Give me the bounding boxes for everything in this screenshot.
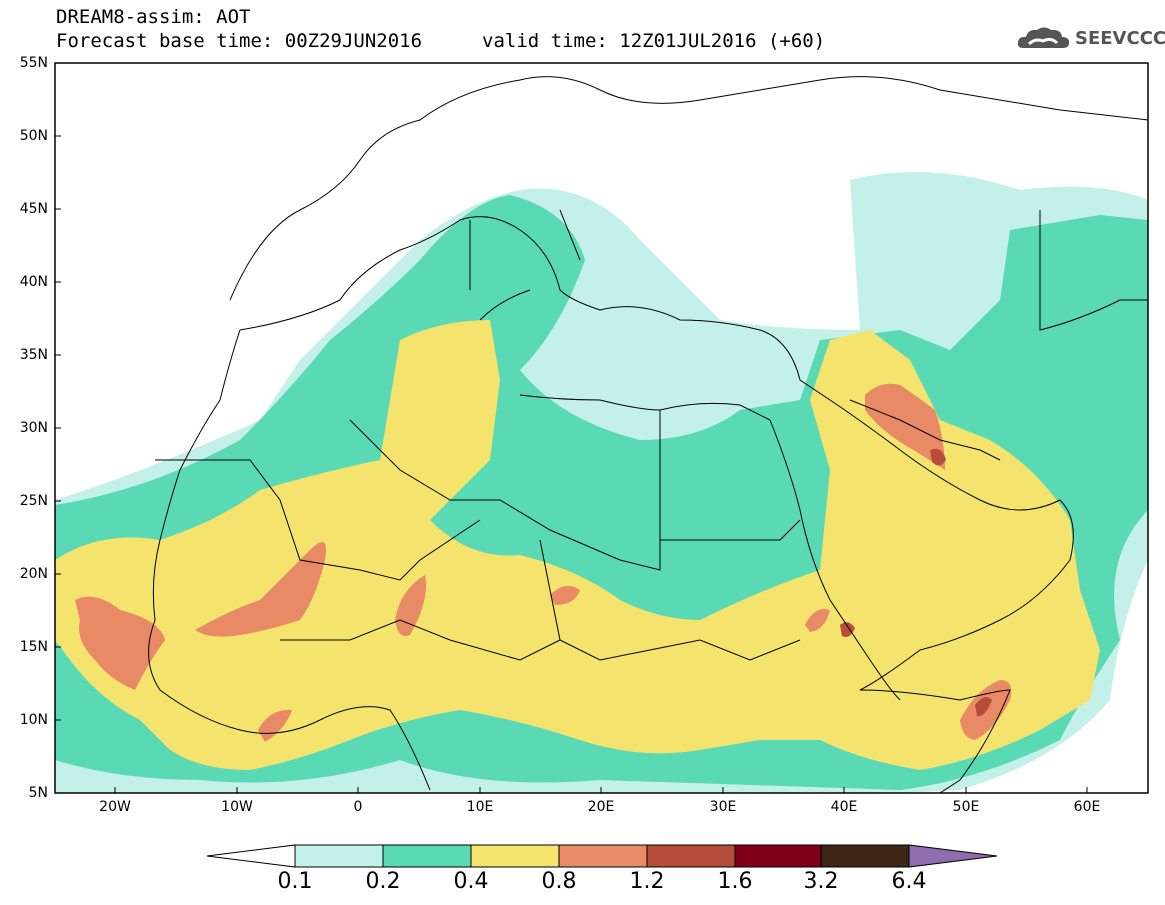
lon-label: 10W (221, 799, 253, 815)
map-title: DREAM8-assim: AOT (56, 6, 251, 28)
colorbar-segment (558, 844, 648, 868)
lat-label: 15N (19, 639, 48, 655)
lat-label: 30N (19, 420, 48, 436)
lon-label: 10E (466, 799, 494, 815)
legend-label: 0.2 (365, 869, 401, 894)
colorbar-segment (470, 844, 560, 868)
colorbar-segment (820, 844, 910, 868)
colorbar-segment (382, 844, 472, 868)
lon-label: 40E (830, 799, 858, 815)
lat-label: 25N (19, 493, 48, 509)
colorbar-segment (294, 844, 384, 868)
lat-label: 20N (19, 566, 48, 582)
lat-label: 55N (19, 55, 48, 71)
colorbar-low-arrow (206, 844, 296, 868)
legend-label: 1.6 (717, 869, 753, 894)
cloud-icon (1017, 27, 1070, 48)
aot-band-0.4 (55, 320, 1100, 770)
lat-label: 10N (19, 712, 48, 728)
lon-label: 20W (99, 799, 131, 815)
lon-label: 60E (1073, 799, 1101, 815)
logo-text: SEEVCCC (1075, 28, 1165, 49)
legend-label: 6.4 (891, 869, 927, 894)
lon-label: 0 (353, 799, 363, 815)
legend-label: 1.2 (629, 869, 665, 894)
lat-label: 5N (28, 785, 48, 801)
aot-field (55, 172, 1148, 793)
lat-label: 45N (19, 201, 48, 217)
lat-label: 50N (19, 128, 48, 144)
legend-label: 0.1 (277, 869, 313, 894)
colorbar-segment (646, 844, 736, 868)
lon-label: 50E (952, 799, 980, 815)
colorbar-high-arrow (908, 844, 998, 868)
legend-label: 3.2 (803, 869, 839, 894)
seevccc-logo: SEEVCCC (1017, 24, 1165, 54)
coastlines (148, 76, 1148, 793)
map-frame (54, 62, 1149, 794)
valid-time: valid time: 12Z01JUL2016 (+60) (482, 30, 826, 52)
lon-label: 30E (709, 799, 737, 815)
colorbar-segment (734, 844, 822, 868)
aot-band-0.8 (75, 383, 1012, 742)
lat-label: 35N (19, 347, 48, 363)
legend-label: 0.8 (541, 869, 577, 894)
lat-label: 40N (19, 274, 48, 290)
forecast-base-time: Forecast base time: 00Z29JUN2016 (56, 30, 423, 52)
legend-label: 0.4 (453, 869, 489, 894)
lon-label: 20E (587, 799, 615, 815)
